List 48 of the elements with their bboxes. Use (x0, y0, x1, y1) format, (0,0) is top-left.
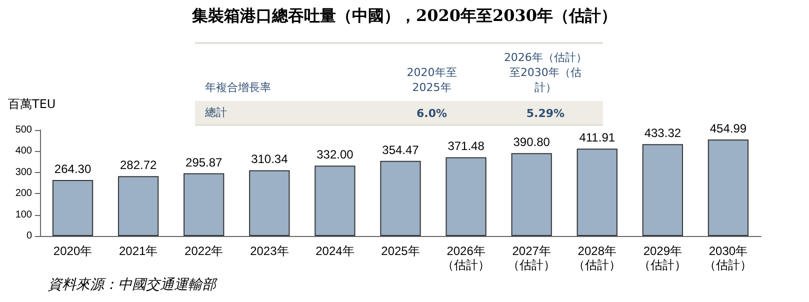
x-tick-label: 2030年（估計） (704, 244, 752, 272)
y-axis-title: 百萬TEU (8, 96, 56, 113)
x-tick-label: 2022年 (184, 244, 224, 258)
text: 總計 (204, 105, 228, 120)
data-label: 282.72 (120, 158, 157, 172)
x-tick-label: 2021年 (118, 244, 158, 258)
y-tick-label: 0 (26, 230, 32, 242)
bar (314, 166, 356, 236)
bar (511, 153, 552, 236)
text: 年複合增長率 (204, 80, 272, 95)
bar (576, 148, 618, 236)
y-tick-label: 200 (15, 188, 32, 200)
bar (446, 157, 486, 236)
bar (52, 180, 94, 236)
data-label: 454.99 (710, 122, 747, 136)
x-tick-label: 2020年 (53, 244, 92, 258)
data-label: 264.30 (54, 162, 92, 176)
data-label: 390.80 (513, 135, 550, 150)
bar (184, 173, 224, 236)
text: 6.0% (416, 107, 448, 120)
bar (249, 170, 290, 236)
bar (380, 160, 421, 236)
x-tick-label: 2028年（估計） (573, 244, 622, 272)
y-tick-label: 100 (15, 209, 32, 220)
data-label: 354.47 (382, 142, 420, 157)
x-tick-label: 2025年 (381, 244, 420, 258)
data-label: 411.91 (579, 130, 616, 145)
x-tick-label: 2026年（估計） (442, 244, 490, 272)
data-label: 332.00 (316, 148, 354, 162)
text: 2026年（估計）至2030年（估計） (502, 50, 588, 95)
data-label: 310.34 (251, 152, 288, 166)
y-tick-label: 300 (15, 166, 32, 178)
source-note: 資料來源：中國交通運輸部 (48, 276, 216, 294)
chart-title: 集裝箱港口總吞吐量（中國），2020年至2030年（估計） (190, 6, 618, 27)
x-tick-label: 2023年 (250, 244, 289, 258)
data-label: 433.32 (644, 126, 682, 140)
y-tick-label: 500 (15, 124, 32, 136)
x-tick-label: 2024年 (316, 244, 354, 258)
x-tick-label: 2029年（估計） (638, 244, 687, 272)
data-label: 371.48 (448, 139, 485, 154)
text: 5.29% (525, 107, 566, 120)
bar (708, 140, 749, 236)
data-label: 295.87 (186, 155, 223, 170)
x-tick-label: 2027年（估計） (508, 244, 556, 272)
bar (118, 176, 159, 236)
text: 2020年至2025年 (406, 65, 457, 95)
y-tick-label: 400 (15, 146, 32, 157)
bar (642, 144, 683, 236)
